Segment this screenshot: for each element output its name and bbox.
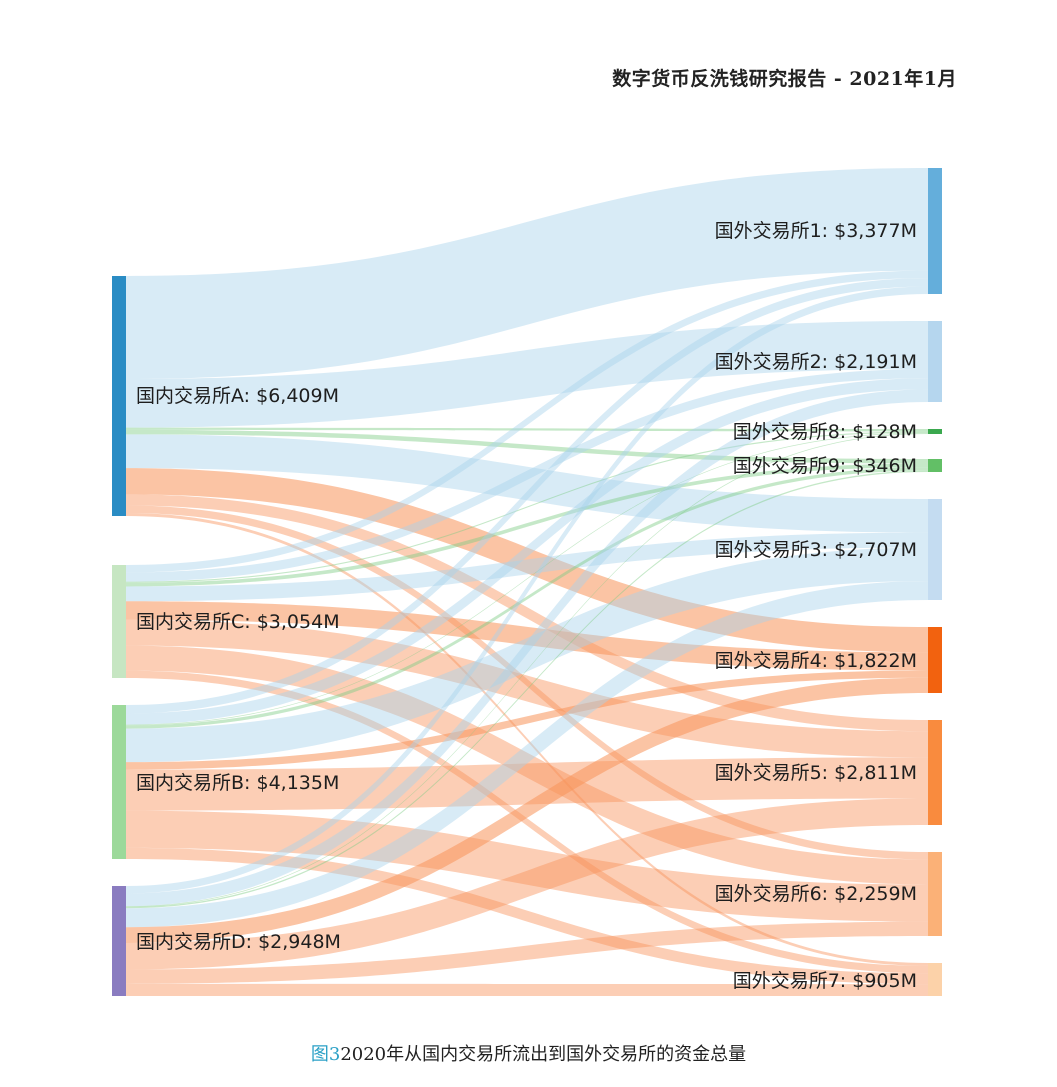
source-node-D [112,886,126,996]
flow-link-D-to-8 [126,433,928,907]
flow-link-A-to-4 [126,468,928,653]
target-node-3 [928,499,942,600]
source-label-B: 国内交易所B: $4,135M [136,772,339,794]
target-node-6 [928,852,942,936]
target-label-4: 国外交易所4: $1,822M [715,650,917,672]
sankey-nodes [112,168,942,996]
flow-link-D-to-6 [126,921,928,984]
flow-link-C-to-2 [126,369,928,582]
source-label-C: 国内交易所C: $3,054M [136,611,340,633]
flow-link-D-to-2 [126,389,928,907]
flow-link-B-to-7 [126,847,928,985]
flow-link-C-to-5 [126,619,928,758]
flow-link-B-to-8 [126,432,928,726]
target-label-5: 国外交易所5: $2,811M [715,762,917,784]
target-label-6: 国外交易所6: $2,259M [715,883,917,905]
flow-link-A-to-9 [126,429,928,464]
target-label-1: 国外交易所1: $3,377M [715,220,917,242]
target-node-1 [928,168,942,294]
flow-link-A-to-2 [126,321,928,428]
target-node-9 [928,459,942,472]
source-node-A [112,276,126,516]
source-label-D: 国内交易所D: $2,948M [136,931,341,953]
flow-link-D-to-9 [126,470,928,909]
report-title: 数字货币反洗钱研究报告 - 2021年1月 [612,68,957,90]
target-node-7 [928,963,942,996]
flow-link-D-to-4 [126,677,928,943]
flow-link-A-to-5 [126,494,928,732]
target-node-2 [928,321,942,402]
flow-link-B-to-2 [126,378,928,725]
flow-link-D-to-1 [126,286,928,894]
flow-link-C-to-1 [126,270,928,573]
flow-link-B-to-5 [126,757,928,811]
flow-link-C-to-7 [126,670,928,974]
flow-link-D-to-7 [126,983,928,996]
target-node-8 [928,429,942,434]
flow-link-C-to-4 [126,601,928,671]
flow-link-B-to-4 [126,670,928,770]
target-label-7: 国外交易所7: $905M [733,970,917,992]
flow-link-A-to-1 [126,168,928,379]
target-node-4 [928,627,942,693]
flow-link-B-to-3 [126,547,928,763]
flow-link-A-to-7 [126,513,928,966]
target-label-8: 国外交易所8: $128M [733,421,917,443]
source-label-A: 国内交易所A: $6,409M [136,385,339,407]
target-label-3: 国外交易所3: $2,707M [715,539,917,561]
flow-link-C-to-6 [126,645,928,885]
flow-link-B-to-6 [126,810,928,922]
sankey-labels: 国内交易所A: $6,409M 国内交易所C: $3,054M 国内交易所B: $4… [136,220,917,992]
flow-link-A-to-6 [126,505,928,860]
flow-link-C-to-9 [126,463,928,587]
flow-link-D-to-5 [126,798,928,970]
flow-link-C-to-3 [126,532,928,602]
source-node-C [112,565,126,678]
target-label-2: 国外交易所2: $2,191M [715,351,917,373]
source-node-B [112,705,126,859]
figure-caption: 图32020年从国内交易所流出到国外交易所的资金总量 [0,1040,1057,1066]
flow-link-B-to-9 [126,467,928,729]
flow-link-C-to-8 [126,431,928,583]
figure-number: 图3 [310,1044,341,1065]
sankey-links [126,168,928,996]
target-label-9: 国外交易所9: $346M [733,455,917,477]
flow-link-B-to-1 [126,278,928,714]
flow-link-D-to-3 [126,581,928,928]
flow-link-A-to-3 [126,434,928,533]
target-node-5 [928,720,942,825]
flow-link-A-to-8 [126,427,928,432]
figure-caption-text: 2020年从国内交易所流出到国外交易所的资金总量 [340,1044,747,1065]
